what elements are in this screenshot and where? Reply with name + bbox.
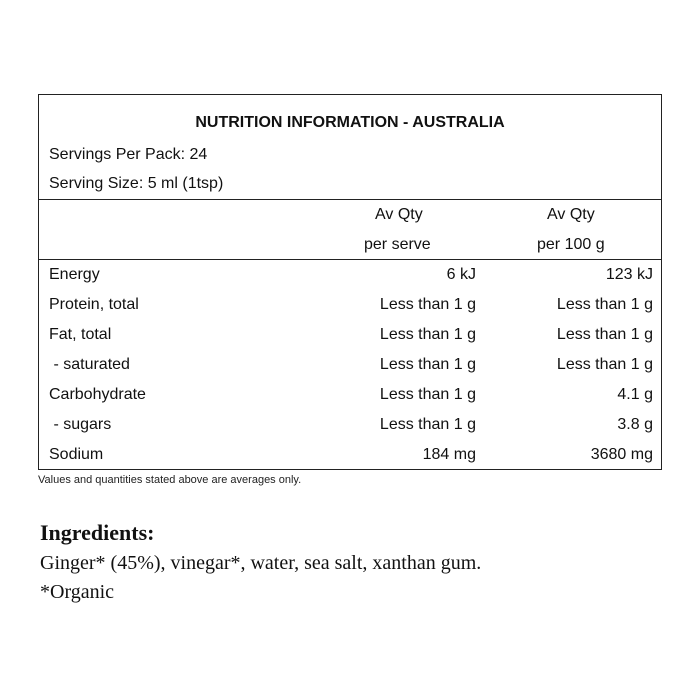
- per-serve-value: Less than 1 g: [379, 386, 476, 403]
- per-serve-value: Less than 1 g: [379, 296, 476, 313]
- per-serve-value: 184 mg: [422, 446, 476, 463]
- table-row: - sugars Less than 1 g 3.8 g: [39, 411, 661, 441]
- col-per-serve-header-line1: Av Qty: [375, 206, 423, 223]
- nutrition-panel: NUTRITION INFORMATION - AUSTRALIA Servin…: [38, 94, 662, 470]
- nutrient-label: Protein, total: [49, 296, 139, 313]
- divider: [39, 199, 661, 200]
- table-row: Energy 6 kJ 123 kJ: [39, 261, 661, 291]
- nutrient-label: Carbohydrate: [49, 386, 146, 403]
- table-row: Sodium 184 mg 3680 mg: [39, 441, 661, 471]
- ingredients-heading: Ingredients:: [40, 520, 155, 545]
- table-row: Fat, total Less than 1 g Less than 1 g: [39, 321, 661, 351]
- table-row: Protein, total Less than 1 g Less than 1…: [39, 291, 661, 321]
- col-per-100g-header-line1: Av Qty: [547, 206, 595, 223]
- footnote: Values and quantities stated above are a…: [38, 474, 302, 486]
- per-100g-value: 3.8 g: [617, 416, 653, 433]
- per-serve-value: Less than 1 g: [379, 356, 476, 373]
- per-100g-value: 3680 mg: [590, 446, 653, 463]
- per-100g-value: Less than 1 g: [556, 326, 653, 343]
- per-100g-value: 123 kJ: [605, 266, 653, 283]
- per-100g-value: Less than 1 g: [556, 296, 653, 313]
- nutrient-label: - sugars: [49, 416, 112, 433]
- table-row: Carbohydrate Less than 1 g 4.1 g: [39, 381, 661, 411]
- divider: [39, 259, 661, 260]
- nutrient-label: Energy: [49, 266, 100, 283]
- per-serve-value: 6 kJ: [446, 266, 476, 283]
- organic-note: *Organic: [40, 581, 115, 603]
- table-row: - saturated Less than 1 g Less than 1 g: [39, 351, 661, 381]
- per-serve-value: Less than 1 g: [379, 416, 476, 433]
- per-100g-value: 4.1 g: [617, 386, 653, 403]
- servings-per-pack: Servings Per Pack: 24: [49, 146, 208, 163]
- ingredients-text: Ginger* (45%), vinegar*, water, sea salt…: [40, 552, 482, 574]
- col-per-100g-header-line2: per 100 g: [537, 236, 605, 253]
- per-serve-value: Less than 1 g: [379, 326, 476, 343]
- panel-title: NUTRITION INFORMATION - AUSTRALIA: [195, 114, 505, 131]
- nutrient-label: - saturated: [49, 356, 130, 373]
- serving-size: Serving Size: 5 ml (1tsp): [49, 175, 224, 192]
- col-per-serve-header-line2: per serve: [364, 236, 431, 253]
- nutrient-label: Fat, total: [49, 326, 112, 343]
- per-100g-value: Less than 1 g: [556, 356, 653, 373]
- nutrient-label: Sodium: [49, 446, 104, 463]
